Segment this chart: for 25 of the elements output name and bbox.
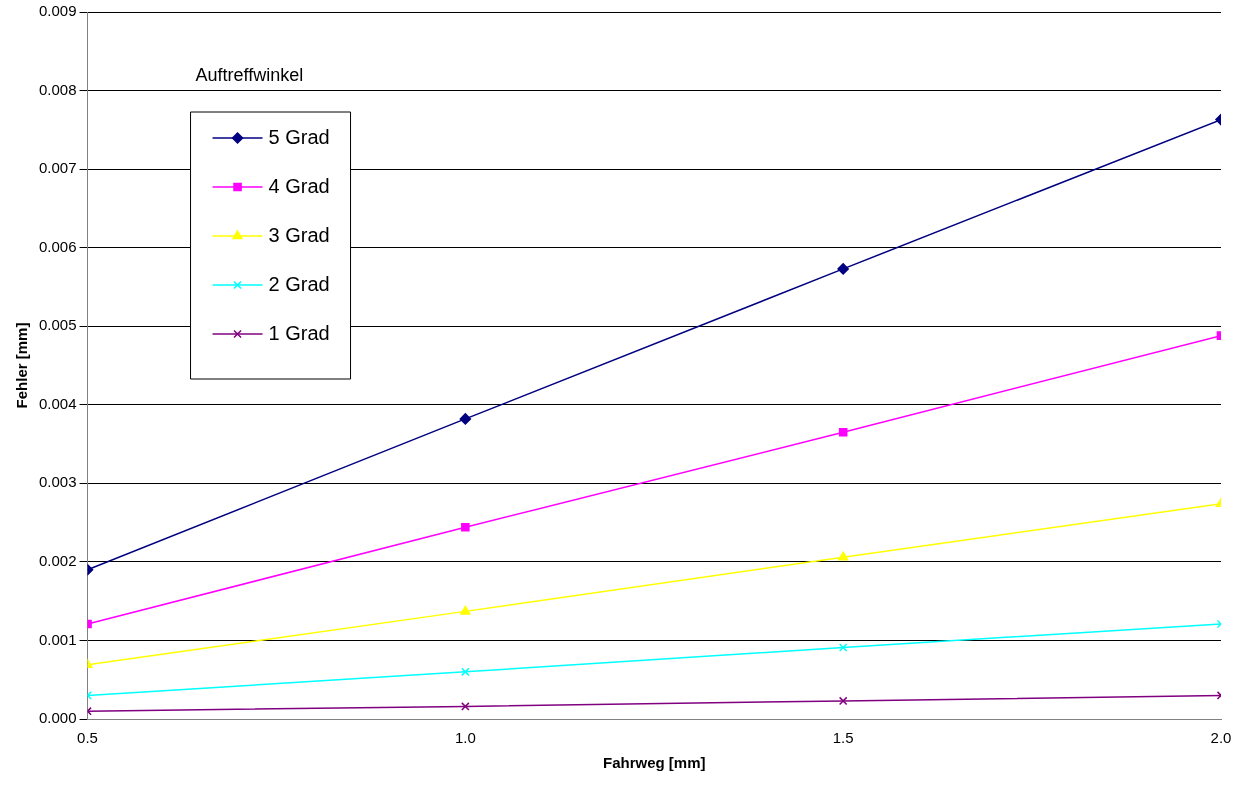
point [461,702,470,711]
y-axis-title: Fehler [mm] [13,322,31,409]
x-tick-label: 2.0 [1210,729,1232,747]
legend-label: 2 Grad [268,272,330,295]
point [461,523,470,532]
y-tick-label: 0.002 [38,552,77,570]
y-tick-label: 0.003 [38,473,77,491]
legend-label: 5 Grad [268,125,330,148]
y-tick-label: 0.007 [38,159,77,177]
y-tick-label: 0.001 [38,630,77,648]
legend-label: 1 Grad [268,321,330,344]
legend-label: 3 Grad [268,223,330,246]
y-tick-label: 0.006 [38,237,77,255]
x-tick-label: 1.0 [454,729,476,747]
legend-label: 4 Grad [268,174,330,197]
point [461,667,470,677]
legend-title: Auftreffwinkel [195,64,304,85]
y-tick-label: 0.004 [38,394,77,412]
y-tick-label: 0.008 [38,80,77,98]
y-tick-label: 0.009 [38,2,77,20]
x-axis-title: Fahrweg [mm] [603,754,706,772]
x-tick-label: 0.5 [77,729,98,747]
y-tick-label: 0.005 [38,316,77,334]
y-tick-label: 0.000 [38,709,77,727]
x-tick-label: 1.5 [832,729,854,747]
